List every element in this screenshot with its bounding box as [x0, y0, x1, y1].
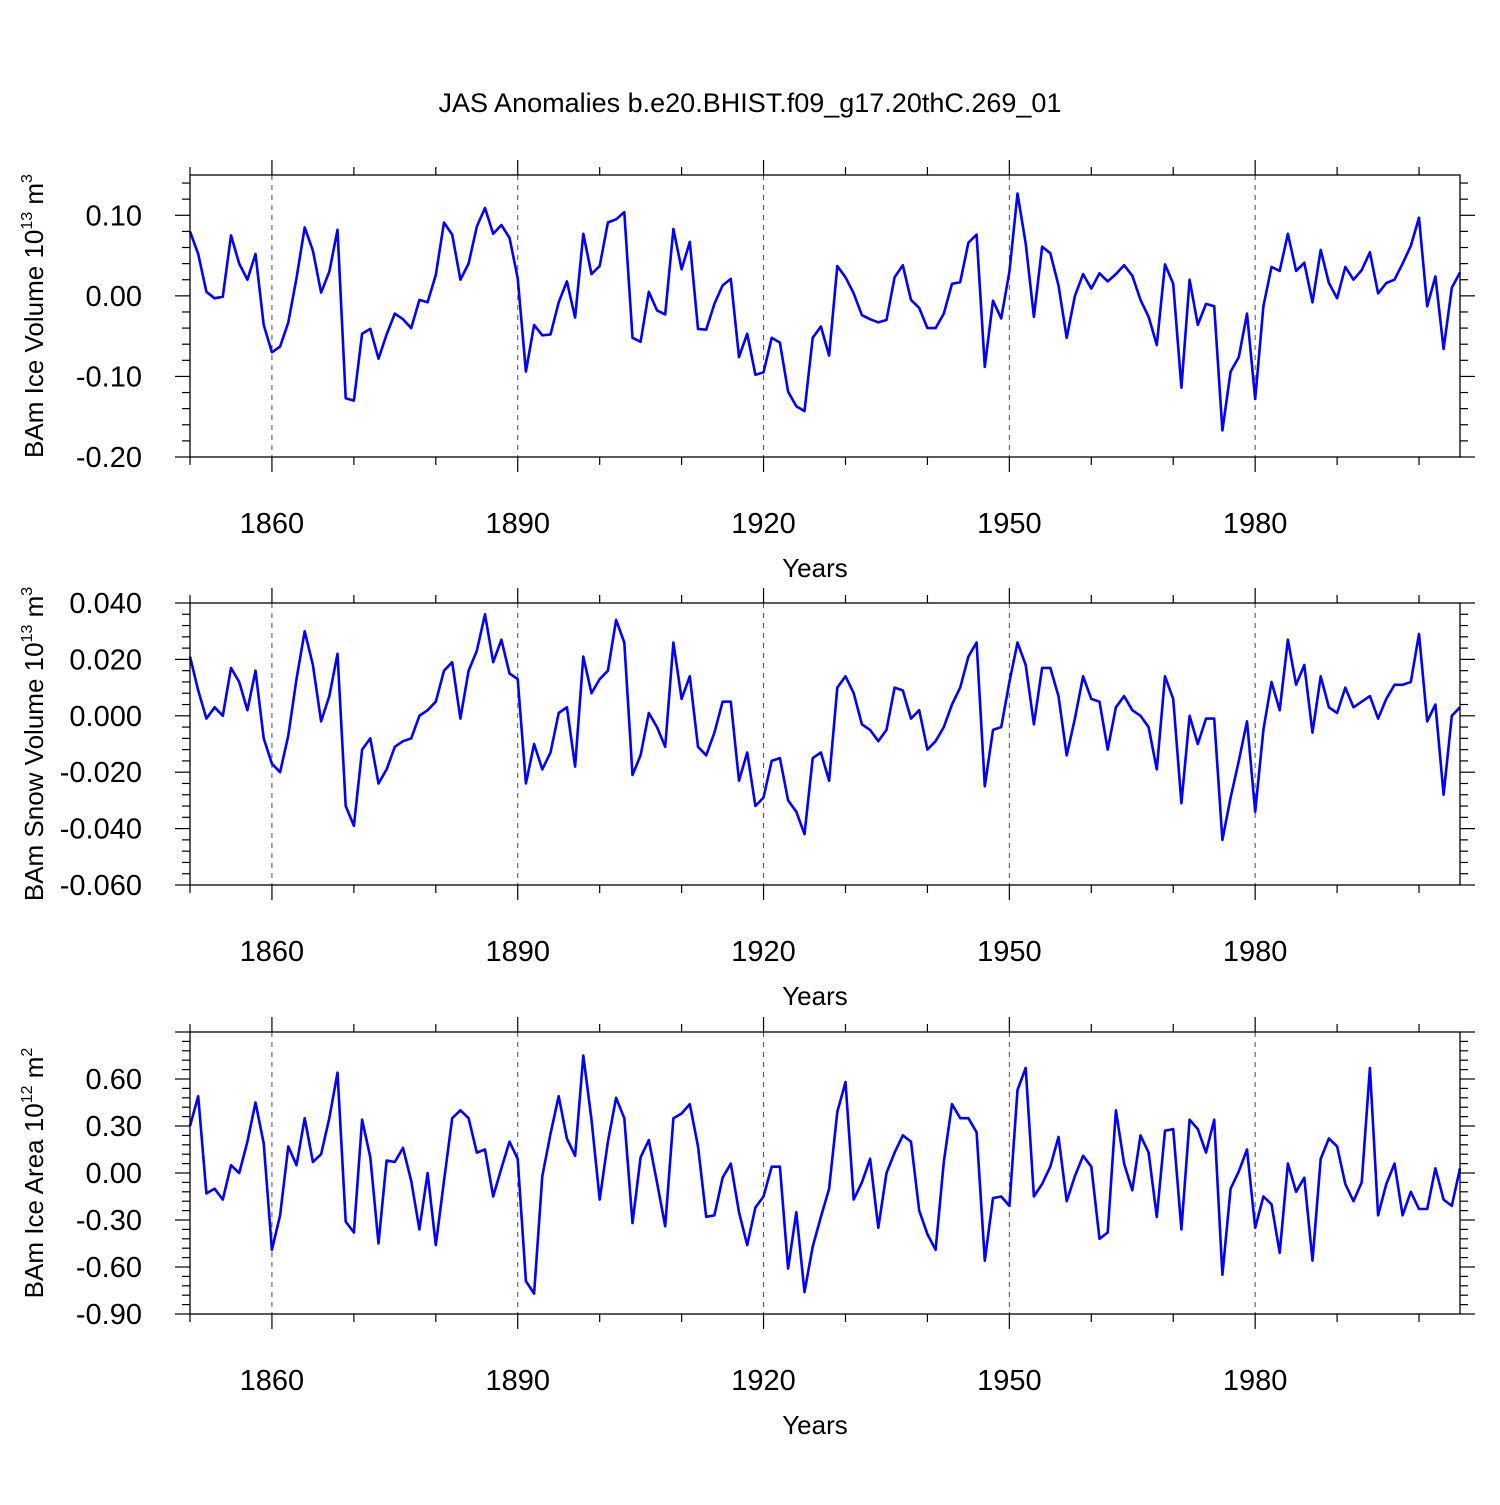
panel-3: -0.90 -0.60 -0.30 0.00 0.30 0.60 1860 1890 1920 1…: [19, 1017, 1475, 1440]
x-tick-label: 1920: [731, 508, 796, 540]
y-tick-label: -0.60: [76, 1252, 142, 1284]
x-tick-label: 1950: [977, 1365, 1042, 1397]
y-axis-title-text: BAm Ice Area 10: [19, 1103, 49, 1298]
y-axis-title: BAm Ice Volume 1013 m3: [19, 174, 49, 458]
x-tick-label: 1980: [1223, 508, 1288, 540]
y-axis-title-unit: m: [19, 183, 49, 212]
y-tick-label: -0.10: [76, 361, 142, 393]
x-tick-label: 1950: [977, 508, 1042, 540]
figure-title: JAS Anomalies b.e20.BHIST.f09_g17.20thC.…: [439, 88, 1062, 118]
x-tick-label: 1860: [240, 508, 305, 540]
plot-frame: [189, 602, 1461, 886]
x-tick-label: 1890: [485, 1365, 550, 1397]
y-tick-label: -0.20: [76, 442, 142, 474]
y-tick-label: -0.040: [60, 814, 142, 846]
y-axis-title-text: BAm Snow Volume 10: [19, 642, 49, 901]
y-axis-title-unit: m: [19, 596, 49, 625]
y-axis-title: BAm Ice Area 1012 m2: [19, 1048, 49, 1299]
y-tick-label: 0.60: [86, 1064, 142, 1096]
y-tick-label: 0.10: [86, 200, 142, 232]
x-tick-label: 1890: [485, 508, 550, 540]
y-tick-label: -0.30: [76, 1205, 142, 1237]
x-tick-label: 1920: [731, 1365, 796, 1397]
x-tick-label: 1920: [731, 936, 796, 968]
x-tick-label: 1890: [485, 936, 550, 968]
plot-frame: [189, 1031, 1461, 1315]
x-tick-label: 1950: [977, 936, 1042, 968]
y-tick-label: 0.020: [69, 644, 142, 676]
y-tick-label: 0.00: [86, 281, 142, 313]
y-axis-title-unit: m: [19, 1057, 49, 1086]
y-axis-title-unit-exponent: 3: [19, 587, 36, 596]
plot-frame: [189, 174, 1461, 458]
x-tick-label: 1860: [240, 936, 305, 968]
y-axis-title-exponent: 13: [19, 212, 36, 230]
y-tick-label: 0.040: [69, 588, 142, 620]
x-axis-title: Years: [782, 1410, 848, 1440]
x-tick-label: 1980: [1223, 936, 1288, 968]
y-axis-title-unit-exponent: 3: [19, 174, 36, 183]
y-tick-label: 0.00: [86, 1158, 142, 1190]
x-axis-title: Years: [782, 981, 848, 1011]
x-tick-label: 1860: [240, 1365, 305, 1397]
panel-1: -0.20 -0.10 0.00 0.10 1860 1890 1920 1950 1980 Ye…: [19, 160, 1475, 583]
series-line: [188, 192, 1462, 432]
x-tick-label: 1980: [1223, 1365, 1288, 1397]
y-tick-label: 0.000: [69, 701, 142, 733]
x-axis-title: Years: [782, 553, 848, 583]
y-axis-title-text: BAm Ice Volume 10: [19, 230, 49, 458]
y-tick-label: -0.020: [60, 757, 142, 789]
y-tick-label: -0.060: [60, 870, 142, 902]
y-axis-title: BAm Snow Volume 1013 m3: [19, 587, 49, 901]
y-axis-title-exponent: 13: [19, 625, 36, 643]
y-axis-title-unit-exponent: 2: [19, 1048, 36, 1057]
series-line: [188, 612, 1461, 842]
y-tick-label: -0.90: [76, 1299, 142, 1331]
y-tick-label: 0.30: [86, 1111, 142, 1143]
y-axis-title-exponent: 12: [19, 1085, 36, 1103]
panel-2: -0.060 -0.040 -0.020 0.000 0.020 0.040 1860 189…: [19, 587, 1475, 1011]
series-line: [188, 1054, 1462, 1295]
